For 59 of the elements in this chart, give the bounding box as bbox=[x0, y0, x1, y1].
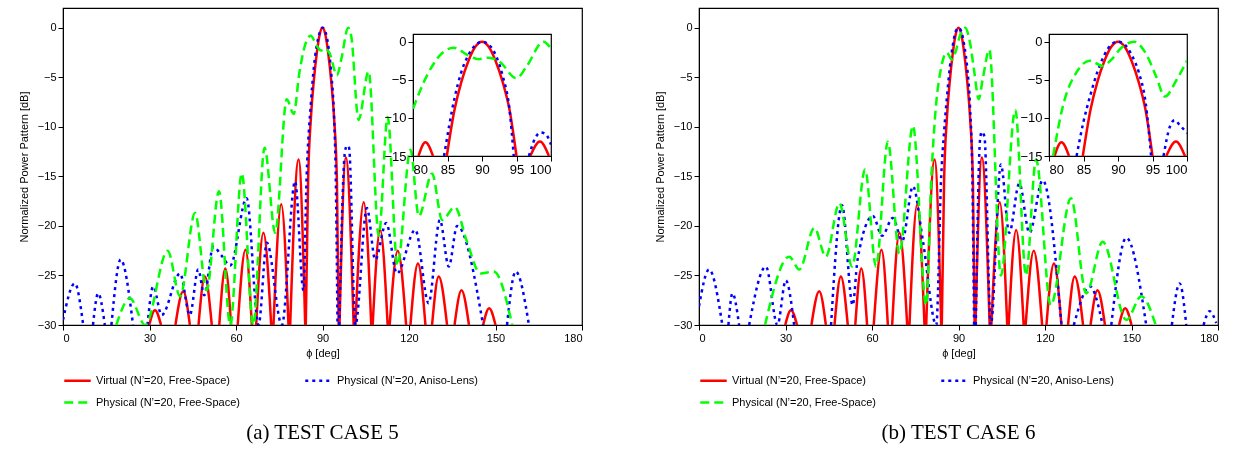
legend-label: Physical (N’=20, Aniso-Lens) bbox=[973, 373, 1114, 386]
x-tick-label: 95 bbox=[509, 161, 525, 177]
y-tick-label: −15 bbox=[384, 148, 407, 164]
x-tick-label: 100 bbox=[529, 161, 552, 177]
y-tick-label: −30 bbox=[37, 318, 57, 331]
legend-label: Physical (N’=20, Free-Space) bbox=[96, 395, 240, 408]
x-tick-label: 30 bbox=[143, 331, 157, 344]
y-tick-label: −20 bbox=[37, 219, 57, 232]
y-tick-label: 0 bbox=[1035, 34, 1043, 50]
x-tick-label: 80 bbox=[1049, 161, 1064, 177]
x-axis-title: ϕ [deg] bbox=[306, 346, 340, 359]
line-series bbox=[413, 40, 551, 110]
x-tick-label: 90 bbox=[952, 331, 966, 344]
legend-label: Physical (N’=20, Free-Space) bbox=[732, 395, 876, 408]
y-tick-label: −5 bbox=[679, 70, 693, 83]
y-axis-title: Normalized Power Pattern [dB] bbox=[17, 91, 30, 243]
legend-label: Physical (N’=20, Aniso-Lens) bbox=[337, 373, 478, 386]
y-tick-label: −25 bbox=[37, 268, 57, 281]
x-tick-label: 95 bbox=[1145, 161, 1161, 177]
y-tick-label: −10 bbox=[1020, 110, 1043, 126]
x-tick-label: 180 bbox=[564, 331, 583, 344]
x-tick-label: 60 bbox=[230, 331, 243, 344]
x-tick-label: 100 bbox=[1165, 161, 1188, 177]
x-tick-label: 0 bbox=[699, 331, 706, 344]
y-tick-label: −10 bbox=[37, 120, 57, 133]
y-tick-label: 0 bbox=[399, 34, 407, 50]
x-tick-label: 150 bbox=[486, 331, 506, 344]
y-tick-label: −25 bbox=[673, 268, 693, 281]
y-tick-label: −10 bbox=[384, 110, 407, 126]
x-tick-label: 85 bbox=[1076, 161, 1092, 177]
x-tick-label: 80 bbox=[413, 161, 428, 177]
y-tick-label: −5 bbox=[391, 72, 407, 88]
legend-label: Virtual (N’=20, Free-Space) bbox=[96, 373, 230, 386]
y-tick-label: −20 bbox=[673, 219, 693, 232]
x-tick-label: 90 bbox=[475, 161, 490, 177]
y-axis-title: Normalized Power Pattern [dB] bbox=[653, 91, 666, 243]
x-tick-label: 85 bbox=[440, 161, 456, 177]
x-tick-label: 150 bbox=[1122, 331, 1142, 344]
x-tick-label: 120 bbox=[1036, 331, 1055, 344]
y-tick-label: 0 bbox=[50, 21, 57, 34]
text: (b) TEST CASE 6 bbox=[881, 420, 1036, 444]
legend-label: Virtual (N’=20, Free-Space) bbox=[732, 373, 866, 386]
y-tick-label: −30 bbox=[673, 318, 693, 331]
y-tick-label: −15 bbox=[673, 169, 693, 182]
x-tick-label: 120 bbox=[400, 331, 419, 344]
y-tick-label: −5 bbox=[43, 70, 57, 83]
x-tick-label: 90 bbox=[316, 331, 330, 344]
y-tick-label: −10 bbox=[673, 120, 693, 133]
x-tick-label: 60 bbox=[866, 331, 879, 344]
y-tick-label: 0 bbox=[686, 21, 693, 34]
x-tick-label: 180 bbox=[1200, 331, 1219, 344]
y-tick-label: −15 bbox=[37, 169, 57, 182]
y-tick-label: −5 bbox=[1027, 72, 1043, 88]
y-tick-label: −15 bbox=[1020, 148, 1043, 164]
x-tick-label: 90 bbox=[1111, 161, 1126, 177]
x-tick-label: 30 bbox=[779, 331, 793, 344]
x-tick-label: 0 bbox=[63, 331, 70, 344]
text: (a) TEST CASE 5 bbox=[246, 420, 399, 444]
x-axis-title: ϕ [deg] bbox=[942, 346, 976, 359]
